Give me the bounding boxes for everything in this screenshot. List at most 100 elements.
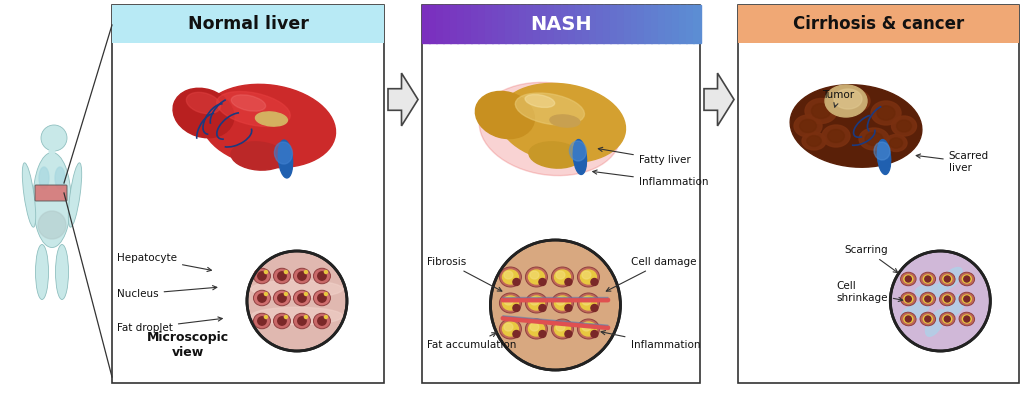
Bar (686, 5, 694, 43)
Ellipse shape (554, 270, 570, 284)
Text: Cirrhosis & cancer: Cirrhosis & cancer (793, 15, 965, 33)
Circle shape (513, 278, 520, 286)
Ellipse shape (807, 135, 821, 147)
Ellipse shape (963, 295, 972, 303)
Ellipse shape (944, 294, 967, 318)
Circle shape (565, 331, 572, 337)
Circle shape (964, 276, 970, 282)
Circle shape (298, 294, 306, 302)
FancyBboxPatch shape (35, 185, 67, 201)
Ellipse shape (231, 142, 286, 170)
Ellipse shape (900, 312, 916, 326)
Ellipse shape (274, 142, 293, 164)
Text: Fatty liver: Fatty liver (598, 147, 690, 165)
Ellipse shape (924, 315, 932, 323)
Ellipse shape (805, 98, 837, 124)
Bar (554, 5, 562, 43)
Circle shape (285, 316, 288, 318)
Text: Microscopic
view: Microscopic view (147, 331, 229, 359)
Ellipse shape (554, 322, 570, 336)
Circle shape (278, 317, 286, 325)
Ellipse shape (871, 101, 901, 125)
Bar (499, 5, 507, 43)
Ellipse shape (940, 272, 955, 286)
Ellipse shape (294, 313, 310, 329)
Circle shape (285, 293, 288, 295)
Circle shape (591, 278, 598, 286)
Ellipse shape (581, 270, 596, 284)
Bar (589, 5, 597, 43)
Ellipse shape (963, 275, 972, 283)
Bar (512, 5, 520, 43)
Ellipse shape (921, 292, 936, 306)
Ellipse shape (475, 91, 535, 139)
Circle shape (325, 316, 328, 318)
Ellipse shape (825, 85, 867, 117)
Bar (679, 5, 687, 43)
Ellipse shape (904, 295, 912, 303)
Circle shape (264, 293, 267, 295)
Ellipse shape (554, 296, 570, 310)
Circle shape (539, 331, 546, 337)
Circle shape (264, 271, 267, 273)
Ellipse shape (525, 319, 548, 339)
Bar (651, 5, 659, 43)
Ellipse shape (313, 268, 331, 284)
FancyBboxPatch shape (738, 5, 1019, 43)
FancyBboxPatch shape (112, 5, 384, 383)
Ellipse shape (582, 297, 591, 305)
Ellipse shape (943, 315, 952, 323)
Ellipse shape (827, 130, 845, 143)
Circle shape (905, 316, 911, 322)
Ellipse shape (504, 297, 513, 305)
Ellipse shape (865, 132, 883, 146)
Ellipse shape (552, 293, 573, 313)
Ellipse shape (529, 142, 581, 168)
Ellipse shape (23, 163, 36, 227)
Circle shape (41, 125, 67, 151)
Bar (624, 5, 632, 43)
Bar (464, 5, 472, 43)
Bar (596, 5, 604, 43)
Circle shape (565, 278, 572, 286)
Ellipse shape (294, 290, 310, 306)
Ellipse shape (834, 89, 862, 109)
Ellipse shape (279, 140, 293, 178)
Bar (672, 5, 680, 43)
Bar (616, 5, 625, 43)
Ellipse shape (794, 115, 822, 137)
Ellipse shape (578, 293, 599, 313)
Circle shape (539, 278, 546, 286)
Ellipse shape (504, 271, 513, 279)
Ellipse shape (173, 88, 233, 138)
Circle shape (304, 293, 307, 295)
Ellipse shape (528, 270, 545, 284)
Ellipse shape (822, 125, 850, 147)
Ellipse shape (500, 319, 521, 339)
Ellipse shape (940, 292, 955, 306)
Ellipse shape (473, 77, 627, 181)
Circle shape (298, 317, 306, 325)
Circle shape (513, 305, 520, 312)
Ellipse shape (36, 245, 48, 299)
Text: Cell
shrinkage: Cell shrinkage (837, 281, 902, 303)
Ellipse shape (915, 284, 945, 298)
Circle shape (890, 251, 990, 351)
Ellipse shape (528, 322, 545, 336)
Ellipse shape (515, 93, 585, 125)
Circle shape (304, 271, 307, 273)
Circle shape (539, 305, 546, 312)
Ellipse shape (859, 128, 889, 150)
FancyBboxPatch shape (738, 5, 1019, 383)
Ellipse shape (55, 167, 65, 189)
Ellipse shape (904, 315, 912, 323)
Bar (492, 5, 500, 43)
Bar (568, 5, 575, 43)
PathPatch shape (388, 73, 418, 126)
Circle shape (247, 251, 347, 351)
Circle shape (298, 272, 306, 280)
Ellipse shape (313, 290, 331, 306)
Ellipse shape (254, 268, 270, 284)
Ellipse shape (254, 313, 270, 329)
Bar (644, 5, 652, 43)
